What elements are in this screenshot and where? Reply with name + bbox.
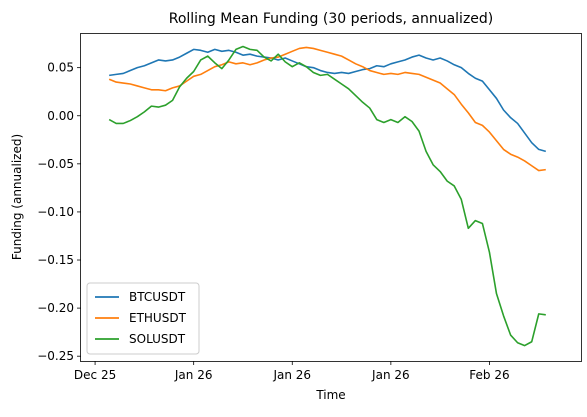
y-tick-label: 0.05 (47, 61, 74, 75)
series-layer (108, 45, 547, 347)
y-axis: 0.05 0.00 −0.05 −0.10 −0.15 −0.20 −0.25 (37, 61, 81, 363)
legend: BTCUSDT ETHUSDT SOLUSDT (86, 282, 200, 355)
x-tick-label: Jan 26 (174, 368, 213, 382)
y-axis-title: Funding (annualized) (10, 134, 24, 260)
x-tick-label: Jan 26 (371, 368, 410, 382)
y-tick-label: −0.15 (37, 253, 74, 267)
x-tick-label: Dec 25 (74, 368, 116, 382)
y-tick-label: −0.10 (37, 205, 74, 219)
y-tick-label: −0.05 (37, 157, 74, 171)
y-tick-label: −0.20 (37, 301, 74, 315)
x-axis: Dec 25 Jan 26 Jan 26 Jan 26 Feb 26 (74, 361, 510, 382)
series-line-btcusdt (109, 48, 547, 153)
y-tick-label: 0.00 (47, 109, 74, 123)
plot-frame (80, 33, 582, 362)
legend-label: BTCUSDT (129, 290, 186, 304)
series-line-solusdt (108, 45, 546, 347)
series-line-ethusdt (108, 46, 546, 172)
legend-label: SOLUSDT (129, 332, 186, 346)
chart-title: Rolling Mean Funding (30 periods, annual… (169, 11, 494, 27)
y-tick-label: −0.25 (37, 349, 74, 363)
legend-label: ETHUSDT (129, 311, 187, 325)
x-axis-title: Time (315, 388, 345, 402)
x-tick-label: Feb 26 (469, 368, 509, 382)
x-tick-label: Jan 26 (272, 368, 311, 382)
